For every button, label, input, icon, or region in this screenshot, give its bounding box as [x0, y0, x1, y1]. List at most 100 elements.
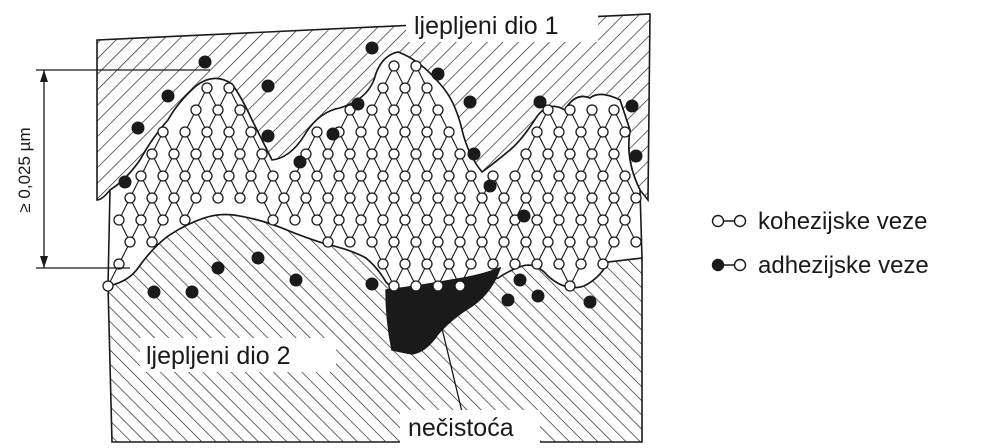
- adhesive-bond-dot: [261, 79, 275, 93]
- cohesive-node: [410, 192, 422, 204]
- adhesive-bond-dot: [517, 209, 531, 223]
- part2-label: ljepljeni dio 2: [146, 342, 291, 370]
- cohesive-node: [564, 104, 576, 116]
- cohesive-node: [377, 214, 389, 226]
- adhesive-bond-dot: [147, 285, 161, 299]
- cohesive-node: [531, 170, 543, 182]
- cohesive-node: [509, 258, 521, 270]
- cohesive-node: [234, 148, 246, 160]
- legend: kohezijske veze adhezijske veze: [711, 208, 929, 279]
- cohesive-node: [531, 258, 543, 270]
- cohesive-node: [410, 104, 422, 116]
- cohesive-node: [465, 170, 477, 182]
- part2-label-bg: [140, 338, 336, 372]
- adhesive-bond-dot: [198, 55, 212, 69]
- adhesive-bond-dot: [467, 147, 481, 161]
- cohesive-node: [388, 280, 400, 292]
- cohesive-node: [421, 126, 433, 138]
- adhesive-bond-dot: [431, 67, 445, 81]
- cohesive-node: [520, 192, 532, 204]
- cohesive-node: [146, 148, 158, 160]
- cohesive-node: [267, 170, 279, 182]
- cohesive-node: [630, 236, 642, 248]
- impurity-label: nečistoća: [408, 414, 514, 442]
- cohesive-node: [245, 170, 257, 182]
- part1-label: ljepljeni dio 1: [414, 12, 559, 40]
- cohesive-node: [564, 148, 576, 160]
- cohesive-lattice: [102, 60, 642, 292]
- cohesive-node: [157, 170, 169, 182]
- cohesive-node: [586, 236, 598, 248]
- cohesive-node: [212, 148, 224, 160]
- cohesive-node: [542, 236, 554, 248]
- cohesive-node: [564, 192, 576, 204]
- cohesive-node: [344, 192, 356, 204]
- cohesive-node: [388, 148, 400, 160]
- cohesive-node: [597, 126, 609, 138]
- cohesive-node: [333, 214, 345, 226]
- cohesive-node: [355, 214, 367, 226]
- cohesive-node: [113, 214, 125, 226]
- cohesive-node: [410, 236, 422, 248]
- adhesive-bond-dot: [533, 95, 547, 109]
- cohesive-node: [201, 170, 213, 182]
- cohesive-node: [399, 170, 411, 182]
- cohesive-node: [223, 126, 235, 138]
- cohesive-node: [344, 148, 356, 160]
- cohesive-node: [608, 236, 620, 248]
- cohesive-node: [300, 148, 312, 160]
- impurity-leader-line: [439, 319, 463, 413]
- cohesive-node: [366, 148, 378, 160]
- adhesive-bond-dot: [251, 251, 265, 265]
- cohesive-node: [432, 104, 444, 116]
- cohesive-node: [564, 280, 576, 292]
- cohesive-node: [553, 214, 565, 226]
- cohesive-node: [322, 192, 334, 204]
- cohesive-node: [564, 236, 576, 248]
- cohesive-node: [124, 192, 136, 204]
- cohesive-node: [531, 214, 543, 226]
- cohesive-node: [388, 104, 400, 116]
- cohesive-node: [432, 192, 444, 204]
- cohesive-node: [102, 280, 114, 292]
- impurity-label-bg: [400, 410, 540, 443]
- cohesive-node: [487, 214, 499, 226]
- cohesive-node: [586, 192, 598, 204]
- cohesive-node: [421, 258, 433, 270]
- adhesive-bond-dot: [513, 273, 527, 287]
- cohesive-node: [399, 126, 411, 138]
- adhesive-bond-dot: [261, 129, 275, 143]
- cohesive-node: [201, 82, 213, 94]
- cohesive-node: [311, 126, 323, 138]
- cohesive-node: [267, 214, 279, 226]
- adhesive-bond-dot: [118, 175, 132, 189]
- cohesive-node: [289, 170, 301, 182]
- adhesive-bond-dot: [211, 261, 225, 275]
- cohesive-node: [597, 214, 609, 226]
- cohesive-node: [553, 258, 565, 270]
- cohesive-node: [432, 280, 444, 292]
- adhesive-bond-dot: [185, 285, 199, 299]
- cohesive-node: [311, 170, 323, 182]
- cohesive-node: [344, 104, 356, 116]
- adhesive-bond-dot: [483, 179, 497, 193]
- cohesive-node: [135, 214, 147, 226]
- cohesive-node: [377, 126, 389, 138]
- cohesive-node: [619, 170, 631, 182]
- cohesive-node: [377, 170, 389, 182]
- cohesive-node: [212, 192, 224, 204]
- cohesive-node: [179, 126, 191, 138]
- thickness-dimension: [36, 69, 210, 269]
- cohesive-node: [157, 214, 169, 226]
- adhesive-bond-dot: [131, 121, 145, 135]
- cohesive-node: [465, 214, 477, 226]
- cohesive-node: [146, 192, 158, 204]
- legend-cohesive-label: kohezijske veze: [758, 208, 927, 235]
- cohesive-node: [399, 258, 411, 270]
- adhesive-bond-dot: [351, 97, 365, 111]
- adhesive-bond-dot: [365, 277, 379, 291]
- cohesive-node: [399, 82, 411, 94]
- cohesive-node: [421, 82, 433, 94]
- cohesive-node: [531, 126, 543, 138]
